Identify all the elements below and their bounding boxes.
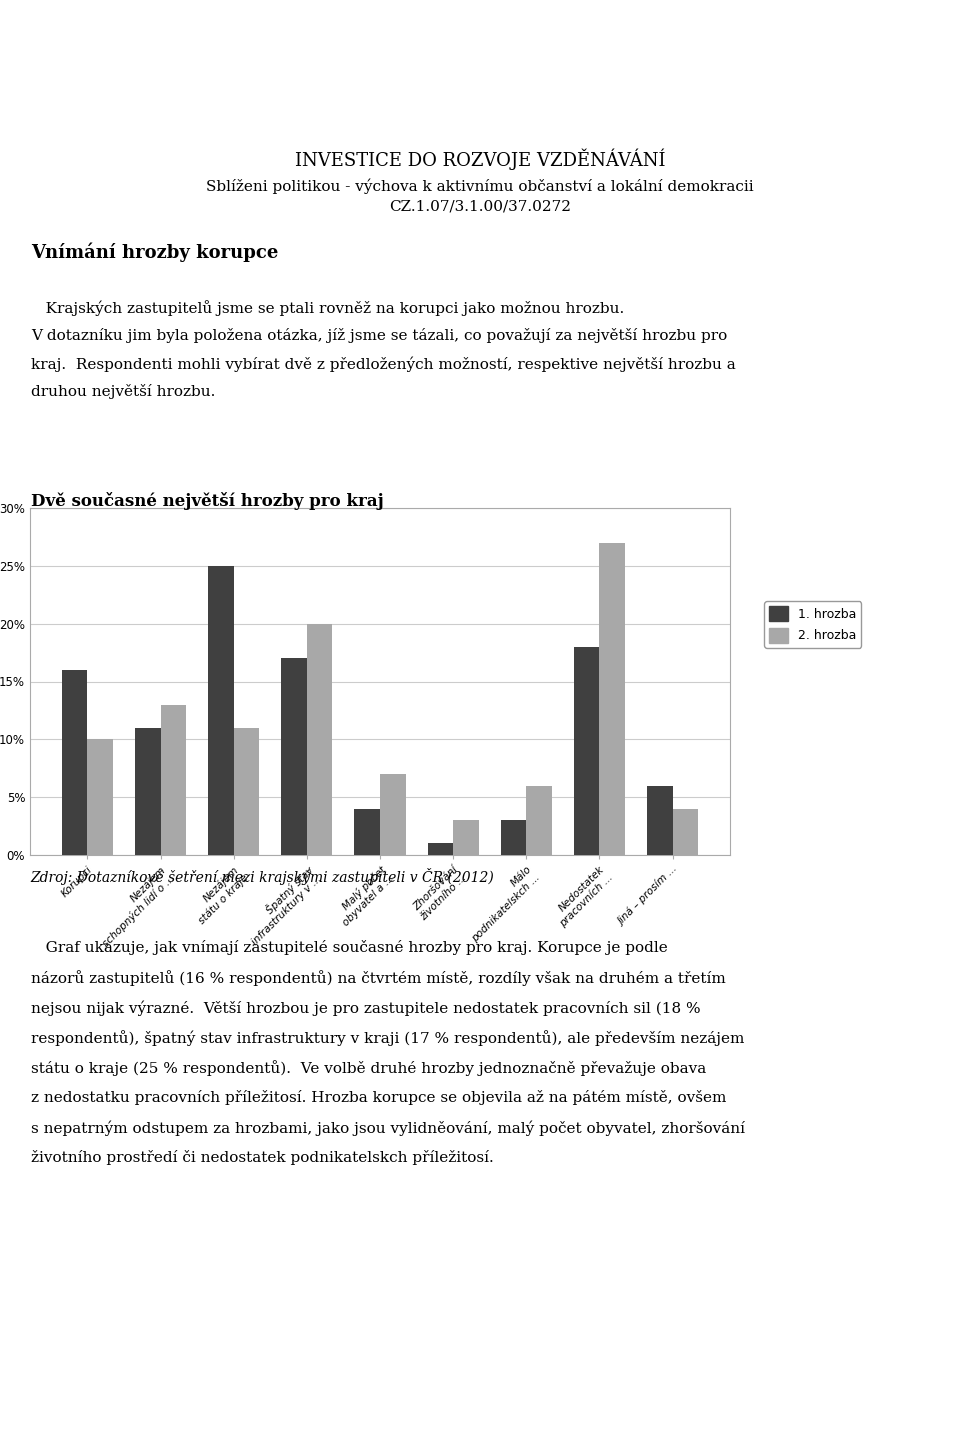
Text: respondentů), špatný stav infrastruktury v kraji (17 % respondentů), ale předevš: respondentů), špatný stav infrastruktury… [31, 1030, 744, 1046]
Text: V dotazníku jim byla položena otázka, jíž jsme se tázali, co považují za největš: V dotazníku jim byla položena otázka, jí… [31, 327, 727, 343]
Text: Graf ukazuje, jak vnímají zastupitelé současné hrozby pro kraj. Korupce je podle: Graf ukazuje, jak vnímají zastupitelé so… [31, 940, 667, 955]
Text: CZ.1.07/3.1.00/37.0272: CZ.1.07/3.1.00/37.0272 [389, 200, 571, 214]
Bar [135, 727, 160, 855]
Bar [453, 820, 479, 855]
Bar [380, 774, 406, 855]
Bar [501, 820, 526, 855]
Text: kraj.  Respondenti mohli vybírat dvě z předložených možností, respektive největš: kraj. Respondenti mohli vybírat dvě z př… [31, 356, 735, 371]
Bar [673, 809, 698, 855]
Text: Sblíženi politikou - výchova k aktivnímu občanství a lokální demokracii: Sblíženi politikou - výchova k aktivnímu… [206, 178, 754, 194]
Bar [599, 543, 625, 855]
Bar [61, 669, 87, 855]
Bar [208, 565, 233, 855]
Text: s nepatrným odstupem za hrozbami, jako jsou vylidněování, malý počet obyvatel, z: s nepatrným odstupem za hrozbami, jako j… [31, 1120, 745, 1136]
Text: názorů zastupitelů (16 % respondentů) na čtvrtém místě, rozdíly však na druhém a: názorů zastupitelů (16 % respondentů) na… [31, 969, 726, 985]
Bar [233, 727, 259, 855]
Bar [307, 623, 332, 855]
Text: nejsou nijak výrazné.  Větší hrozbou je pro zastupitele nedostatek pracovních si: nejsou nijak výrazné. Větší hrozbou je p… [31, 1000, 701, 1016]
Bar [526, 785, 552, 855]
Bar [160, 704, 186, 855]
Bar [354, 809, 380, 855]
Text: životního prostředí či nedostatek podnikatelskch příležitosí.: životního prostředí či nedostatek podnik… [31, 1151, 493, 1165]
Text: Zdroj: Dotazníkové šetření mezi krajskými zastupiteli v ČR (2012): Zdroj: Dotazníkové šetření mezi krajským… [31, 868, 494, 885]
Text: druhou největší hrozbu.: druhou největší hrozbu. [31, 384, 215, 398]
Bar [281, 658, 307, 855]
Text: Krajských zastupitelů jsme se ptali rovněž na korupci jako možnou hrozbu.: Krajských zastupitelů jsme se ptali rovn… [31, 300, 624, 316]
Text: Dvě současné největší hrozby pro kraj: Dvě současné největší hrozby pro kraj [31, 493, 383, 510]
Bar [574, 646, 599, 855]
Text: z nedostatku pracovních příležitosí. Hrozba korupce se objevila až na pátém míst: z nedostatku pracovních příležitosí. Hro… [31, 1090, 726, 1106]
Text: Vnímání hrozby korupce: Vnímání hrozby korupce [31, 243, 278, 262]
Bar [647, 785, 673, 855]
Bar [87, 739, 113, 855]
Text: INVESTICE DO ROZVOJE VZDĚNÁVÁNÍ: INVESTICE DO ROZVOJE VZDĚNÁVÁNÍ [295, 148, 665, 170]
Text: státu o kraje (25 % respondentů).  Ve volbě druhé hrozby jednoznačně převažuje o: státu o kraje (25 % respondentů). Ve vol… [31, 1061, 706, 1075]
Bar [427, 843, 453, 855]
Legend: 1. hrozba, 2. hrozba: 1. hrozba, 2. hrozba [764, 601, 861, 648]
